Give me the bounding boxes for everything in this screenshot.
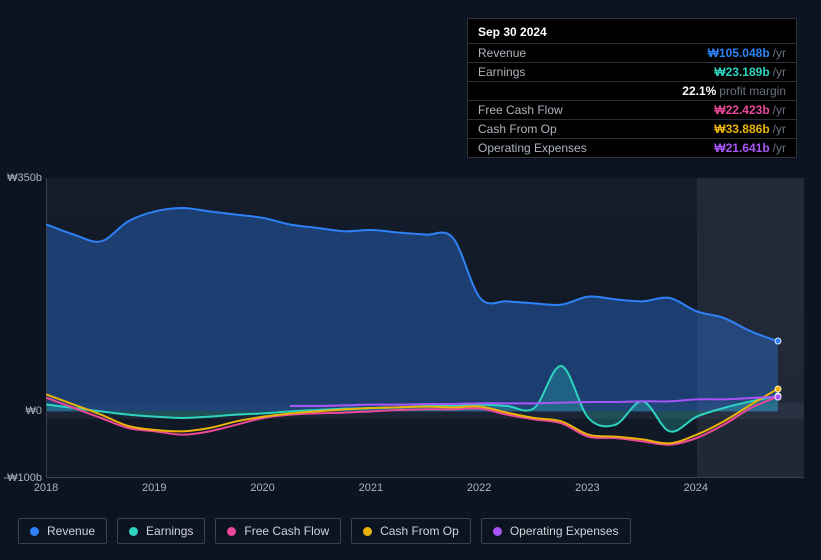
tooltip-label: Operating Expenses	[478, 141, 714, 155]
financials-chart[interactable]: ₩350b ₩0 -₩100b 201820192020202120222023…	[16, 160, 806, 490]
tooltip-row: Operating Expenses₩21.641b/yr	[468, 138, 796, 157]
legend-dot-icon	[363, 527, 372, 536]
tooltip-unit: /yr	[773, 65, 786, 79]
legend-label: Operating Expenses	[510, 524, 619, 538]
x-tick-label: 2024	[683, 482, 707, 494]
tooltip-value: ₩21.641b	[714, 141, 769, 155]
x-tick-label: 2018	[34, 482, 58, 494]
legend-label: Earnings	[146, 524, 193, 538]
x-tick-label: 2022	[467, 482, 491, 494]
x-tick-label: 2019	[142, 482, 166, 494]
plot-area[interactable]	[46, 178, 804, 478]
x-tick-label: 2023	[575, 482, 599, 494]
tooltip-unit: profit margin	[719, 84, 786, 98]
tooltip-row: Cash From Op₩33.886b/yr	[468, 119, 796, 138]
series-area	[47, 208, 778, 411]
x-axis-labels: 2018201920202021202220232024	[46, 482, 804, 498]
tooltip-unit: /yr	[773, 141, 786, 155]
tooltip-row: Revenue₩105.048b/yr	[468, 43, 796, 62]
legend-dot-icon	[227, 527, 236, 536]
legend-item[interactable]: Earnings	[117, 518, 205, 544]
tooltip-unit: /yr	[773, 122, 786, 136]
tooltip-value: ₩23.189b	[714, 65, 769, 79]
legend-item[interactable]: Free Cash Flow	[215, 518, 341, 544]
legend-item[interactable]: Cash From Op	[351, 518, 471, 544]
tooltip-unit: /yr	[773, 46, 786, 60]
y-tick-label: ₩350b	[7, 172, 42, 184]
legend-label: Free Cash Flow	[244, 524, 329, 538]
tooltip-value: 22.1%	[682, 84, 716, 98]
tooltip-unit: /yr	[773, 103, 786, 117]
tooltip-label: Free Cash Flow	[478, 103, 714, 117]
series-marker	[774, 393, 781, 400]
legend-item[interactable]: Revenue	[18, 518, 107, 544]
legend-label: Cash From Op	[380, 524, 459, 538]
y-tick-label: ₩0	[26, 405, 43, 417]
tooltip-row: Earnings₩23.189b/yr	[468, 62, 796, 81]
plot-svg	[47, 178, 805, 478]
tooltip-value: ₩33.886b	[714, 122, 769, 136]
x-tick-label: 2021	[359, 482, 383, 494]
tooltip-value: ₩22.423b	[714, 103, 769, 117]
series-marker	[774, 385, 781, 392]
tooltip-label: Cash From Op	[478, 122, 714, 136]
legend-label: Revenue	[47, 524, 95, 538]
chart-legend: Revenue Earnings Free Cash Flow Cash From O…	[18, 518, 631, 544]
legend-dot-icon	[493, 527, 502, 536]
tooltip-date: Sep 30 2024	[468, 19, 796, 43]
tooltip-label: Revenue	[478, 46, 708, 60]
x-tick-label: 2020	[250, 482, 274, 494]
chart-tooltip: Sep 30 2024 Revenue₩105.048b/yrEarnings₩…	[467, 18, 797, 158]
tooltip-row: 22.1%profit margin	[468, 81, 796, 100]
tooltip-row: Free Cash Flow₩22.423b/yr	[468, 100, 796, 119]
legend-dot-icon	[30, 527, 39, 536]
legend-dot-icon	[129, 527, 138, 536]
tooltip-label	[478, 84, 682, 98]
legend-item[interactable]: Operating Expenses	[481, 518, 631, 544]
tooltip-value: ₩105.048b	[708, 46, 770, 60]
series-marker	[774, 338, 781, 345]
tooltip-label: Earnings	[478, 65, 714, 79]
